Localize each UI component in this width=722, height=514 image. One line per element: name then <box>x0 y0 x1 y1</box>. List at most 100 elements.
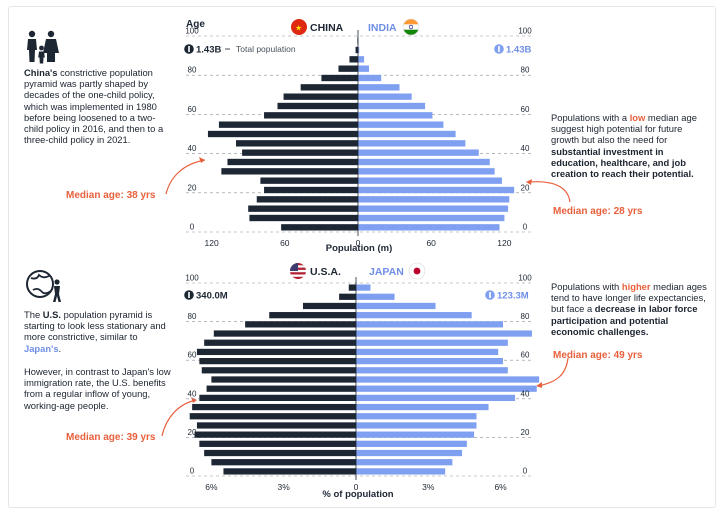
top-bar-india <box>358 140 466 147</box>
top-age-tick-right: 20 <box>521 183 530 192</box>
india-label: INDIA <box>368 22 397 34</box>
top-bar-india <box>358 205 509 212</box>
median-japan-arrow <box>536 357 569 388</box>
top-bar-china <box>227 158 358 166</box>
top-bar-india <box>358 102 426 110</box>
migration-globe-icon <box>26 270 61 302</box>
top-bar-india <box>358 224 500 231</box>
india-description-1: Populations with a <box>551 112 630 123</box>
japan-description: Populations with higher median ages tend… <box>551 281 711 337</box>
top-age-tick-right: 0 <box>523 223 528 232</box>
top-bar-china <box>355 46 358 54</box>
us-description-3: population pyramid is starting to look l… <box>24 309 166 343</box>
top-bar-india <box>358 158 490 166</box>
us-description-us: U.S. <box>42 309 61 320</box>
china-total: 1.43B <box>196 45 221 56</box>
japan-description-bold: decrease in labor force participation an… <box>551 303 698 337</box>
top-bar-india <box>358 130 456 138</box>
top-bar-china <box>338 65 358 72</box>
india-description: Populations with a low median age sugges… <box>551 112 711 179</box>
median-china-label: Median age: 38 yrs <box>66 190 156 201</box>
age-axis-label: Age <box>186 19 205 30</box>
median-china-arrow <box>165 157 206 195</box>
us-description-2: However, in contrast to Japan's low immi… <box>24 366 171 411</box>
top-bar-india <box>358 93 412 100</box>
svg-text:★: ★ <box>295 24 302 33</box>
china-total-icon <box>184 44 194 54</box>
india-flag-icon <box>402 18 420 36</box>
top-age-tick-right: 40 <box>521 144 530 153</box>
us-description-1: The <box>24 309 43 320</box>
top-age-tick-left: 20 <box>188 183 197 192</box>
top-bar-china <box>264 112 358 119</box>
top-bar-india <box>358 84 400 91</box>
top-bar-india <box>358 46 360 54</box>
median-japan-label: Median age: 49 yrs <box>553 350 643 361</box>
top-age-tick-right: 100 <box>518 27 532 36</box>
top-bar-china <box>242 149 358 156</box>
top-bar-india <box>358 196 510 203</box>
india-description-bold: substantial investment in education, hea… <box>551 145 694 180</box>
us-description: The U.S. population pyramid is starting … <box>24 309 174 354</box>
median-india-label: Median age: 28 yrs <box>553 206 643 217</box>
top-bar-india <box>358 149 479 156</box>
top-bar-china <box>256 196 358 203</box>
us-description-5: . <box>58 342 62 354</box>
top-bar-china <box>207 130 358 138</box>
china-description-lead: China's <box>24 67 58 78</box>
median-india-arrow <box>526 179 571 203</box>
china-flag-icon: ★ <box>291 19 307 35</box>
top-bar-china <box>260 177 358 184</box>
total-population-note: Total population <box>236 44 296 54</box>
japan-description-higher: higher <box>621 281 651 292</box>
top-bar-china <box>277 102 358 110</box>
japan-description-3: median ages tend to have longer life exp… <box>551 281 707 315</box>
top-bar-india <box>358 56 365 63</box>
india-description-3: median age suggest high potential for fu… <box>551 112 697 146</box>
top-bar-china <box>264 186 358 194</box>
top-bar-india <box>358 177 502 184</box>
top-bar-india <box>358 214 505 222</box>
china-description: China's constrictive population pyramid … <box>24 67 172 145</box>
top-age-tick-left: 0 <box>190 223 195 232</box>
china-label: CHINA <box>310 22 344 34</box>
china-description-body: constrictive population pyramid was part… <box>24 67 164 146</box>
top-x-tick: 120 <box>497 238 511 248</box>
top-bar-india <box>358 74 382 82</box>
top-x-tick: 60 <box>280 238 290 248</box>
top-x-tick: 0 <box>356 238 361 248</box>
top-age-tick-left: 60 <box>188 105 197 114</box>
top-x-axis-title: Population (m) <box>326 243 393 254</box>
top-bar-china <box>249 214 358 222</box>
chart-top-bars <box>207 37 515 231</box>
top-bar-china <box>248 205 358 212</box>
top-bar-china <box>236 140 358 147</box>
top-x-tick: 60 <box>426 238 436 248</box>
top-age-tick-right: 60 <box>521 105 530 114</box>
top-bar-china <box>321 74 358 82</box>
chart-top-axis: 0 0 20 20 40 40 60 60 80 80 100 100 120 60 0 60 120 <box>185 27 532 249</box>
top-age-tick-right: 80 <box>521 66 530 75</box>
top-bar-china <box>300 84 358 91</box>
india-total: 1.43B <box>506 45 531 56</box>
top-age-tick-left: 100 <box>185 27 199 36</box>
top-bar-india <box>358 186 515 194</box>
india-total-icon <box>494 44 504 54</box>
top-bar-india <box>358 112 433 119</box>
top-bar-india <box>358 65 369 72</box>
top-bar-china <box>349 56 358 63</box>
top-age-tick-left: 80 <box>188 66 197 75</box>
top-bar-india <box>358 168 495 175</box>
top-bar-china <box>221 168 358 175</box>
family-icon <box>27 30 59 64</box>
top-bar-india <box>358 121 444 128</box>
top-x-tick: 120 <box>205 238 219 248</box>
us-description-japan: Japan's <box>24 342 59 354</box>
top-bar-china <box>281 224 358 231</box>
median-us-label: Median age: 39 yrs <box>66 432 156 443</box>
top-bar-china <box>283 93 358 100</box>
top-age-tick-left: 40 <box>188 144 197 153</box>
japan-description-1: Populations with <box>551 281 622 292</box>
